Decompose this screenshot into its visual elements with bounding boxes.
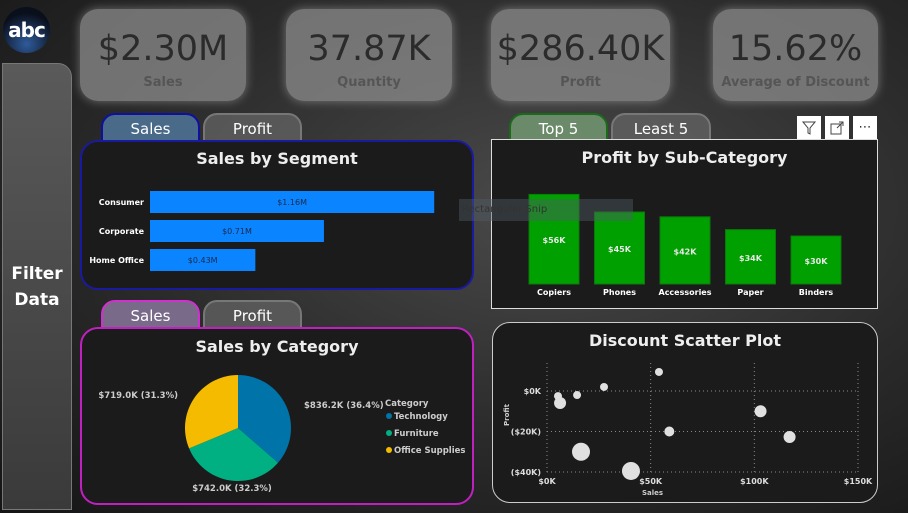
kpi-label: Quantity (337, 75, 401, 90)
chart-title: Profit by Sub-Category (581, 148, 788, 167)
more-options-icon[interactable]: ⋯ (853, 116, 877, 139)
category-label: Corporate (99, 227, 145, 236)
legend-item: Technology (394, 412, 448, 422)
discount-scatter-plot: Discount Scatter Plot $0K $50K $100K $150K $… (492, 322, 878, 503)
x-tick-label: $0K (538, 477, 556, 486)
bar (150, 191, 435, 213)
data-label: $1.16M (277, 198, 307, 207)
scatter-point (572, 442, 591, 461)
tab-category-profit[interactable]: Profit (203, 300, 302, 330)
chart-title: Sales by Segment (196, 149, 358, 168)
data-label: $34K (739, 254, 763, 263)
legend-item: Furniture (394, 429, 439, 439)
tab-segment-sales[interactable]: Sales (101, 113, 200, 143)
data-label: $742.0K (32.3%) (192, 484, 272, 494)
bar (594, 211, 645, 285)
category-label: Binders (799, 288, 834, 297)
x-tick-label: $100K (740, 477, 769, 486)
category-label: Home Office (89, 256, 144, 265)
kpi-value: $286.40K (496, 29, 665, 69)
data-label: $0.71M (222, 227, 252, 236)
y-tick-label: $0K (524, 387, 542, 396)
legend-title: Category (385, 399, 429, 409)
scatter-point (754, 405, 767, 418)
data-label: $836.2K (36.4%) (304, 401, 384, 411)
rectangular-snip-tooltip: Rectangular Snip (459, 199, 633, 221)
kpi-label: Profit (560, 75, 601, 90)
chart-title: Discount Scatter Plot (588, 331, 782, 350)
focus-mode-icon[interactable] (825, 116, 849, 139)
category-label: Copiers (537, 288, 571, 297)
x-axis-label: Sales (642, 489, 663, 497)
category-label: Phones (603, 288, 636, 297)
tab-category-sales[interactable]: Sales (101, 300, 200, 330)
data-label: $719.0K (31.3%) (98, 391, 178, 401)
scatter-point (664, 426, 675, 437)
tab-segment-profit[interactable]: Profit (203, 113, 302, 143)
tab-least-5[interactable]: Least 5 (611, 113, 711, 143)
sales-by-category-chart: Sales by Category $836.2K (36.4%) Technol… (80, 327, 474, 505)
pie-slice (238, 375, 291, 463)
kpi-discount-card: 15.62% Average of Discount (713, 9, 878, 101)
kpi-label: Average of Discount (721, 75, 870, 90)
category-label: Accessories (659, 288, 712, 297)
kpi-value: 37.87K (307, 29, 431, 69)
kpi-label: Sales (143, 75, 183, 90)
bar (725, 229, 776, 285)
scatter-point (573, 391, 582, 400)
data-label: $42K (674, 247, 698, 256)
legend-item: Office Supplies (394, 446, 465, 456)
legend-marker (386, 413, 392, 419)
y-tick-label: ($20K) (511, 428, 541, 437)
legend-marker (386, 447, 392, 453)
filter-data-button[interactable]: Filter Data (2, 63, 72, 510)
bar (659, 216, 711, 285)
legend-marker (386, 430, 392, 436)
pie-slice (185, 375, 238, 449)
category-label: Consumer (99, 198, 144, 207)
kpi-quantity-card: 37.87K Quantity (286, 9, 452, 101)
scatter-point (783, 430, 796, 443)
bar (150, 249, 256, 271)
x-tick-label: $50K (639, 477, 663, 486)
kpi-profit-card: $286.40K Profit (491, 9, 670, 101)
data-label: $45K (608, 245, 632, 254)
category-label: Paper (737, 288, 763, 297)
profit-by-subcategory-chart: Profit by Sub-Category $56K Copiers $45K Ph… (491, 139, 878, 309)
abc-logo: abc (3, 7, 50, 53)
kpi-sales-card: $2.30M Sales (80, 9, 246, 101)
data-label: $0.43M (188, 256, 218, 265)
bar (150, 220, 324, 242)
scatter-point (621, 461, 640, 480)
y-axis-label: Profit (503, 403, 511, 426)
filter-icon[interactable] (797, 116, 821, 139)
sales-by-segment-chart: Sales by Segment Consumer $1.16M Corporate… (80, 140, 474, 290)
pie-slice (189, 428, 278, 481)
scatter-point (654, 367, 663, 376)
scatter-point (554, 396, 567, 409)
scatter-point (600, 382, 609, 391)
kpi-value: $2.30M (97, 29, 229, 69)
x-tick-label: $150K (844, 477, 873, 486)
bar (528, 193, 580, 285)
kpi-value: 15.62% (728, 29, 863, 69)
bar (790, 235, 842, 285)
data-label: $30K (805, 257, 829, 266)
y-tick-label: ($40K) (511, 468, 541, 477)
data-label: $56K (543, 236, 567, 245)
chart-title: Sales by Category (195, 337, 359, 356)
